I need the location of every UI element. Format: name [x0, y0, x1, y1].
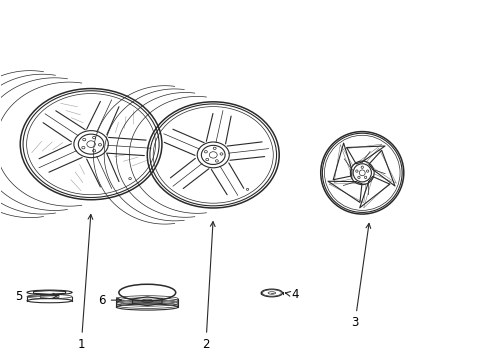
Text: 6: 6 — [98, 294, 121, 307]
Text: 1: 1 — [77, 215, 93, 351]
Text: 2: 2 — [202, 222, 215, 351]
Text: 3: 3 — [351, 224, 371, 329]
Text: 4: 4 — [286, 288, 299, 301]
Text: 5: 5 — [15, 290, 58, 303]
